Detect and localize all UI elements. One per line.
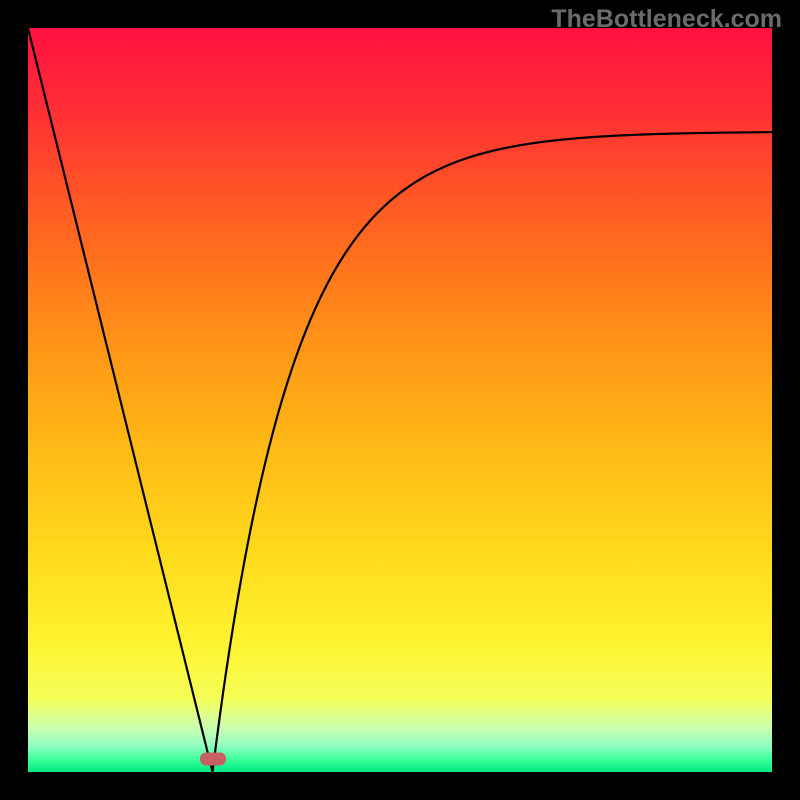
bottleneck-curve	[28, 28, 772, 772]
bottleneck-curve-svg	[28, 28, 772, 772]
plot-area	[28, 28, 772, 772]
chart-root: { "canvas": { "width": 800, "height": 80…	[0, 0, 800, 800]
watermark-text: TheBottleneck.com	[551, 5, 782, 34]
optimal-point-marker	[200, 752, 226, 765]
